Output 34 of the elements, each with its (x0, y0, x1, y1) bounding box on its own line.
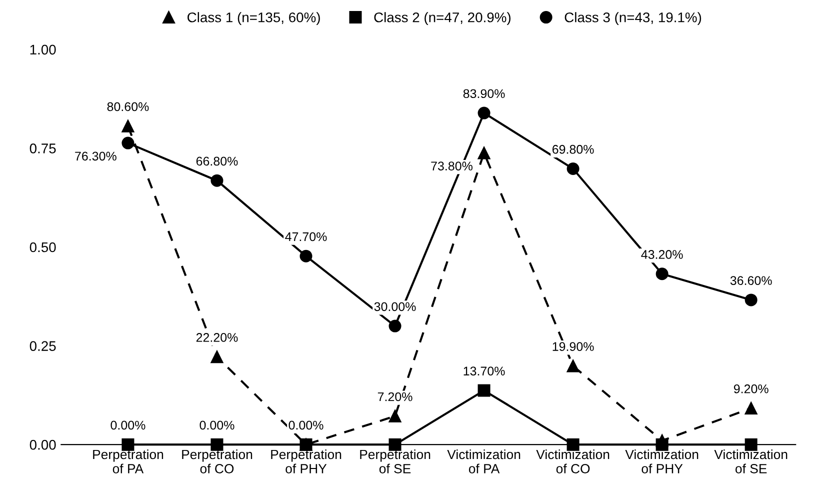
data-label: 0.00% (200, 420, 234, 430)
x-tick-label: Perpetration of PHY (271, 449, 342, 474)
data-label: 7.20% (378, 392, 412, 402)
data-label: 0.00% (110, 420, 146, 430)
y-tick-label: 0.00 (30, 440, 56, 450)
x-tick-label: Victimization of PA (447, 449, 520, 474)
x-tick-label: Perpetration of CO (182, 449, 252, 474)
y-tick-label: 0.50 (30, 242, 56, 252)
data-label: 66.80% (196, 156, 238, 166)
data-label: 73.80% (431, 162, 472, 170)
y-tick-label: 1.00 (30, 44, 56, 55)
data-label: 13.70% (464, 366, 505, 376)
data-label: 76.30% (75, 152, 116, 161)
data-label: 0.00% (288, 420, 324, 430)
data-label: 80.60% (107, 102, 149, 112)
legend-label: Class 2 (n=47, 20.9%) (374, 12, 510, 26)
legend-label: Class 1 (n=135, 60%) (188, 12, 320, 26)
legend-label: Class 3 (n=43, 19.1%) (564, 12, 702, 26)
data-label: 43.20% (641, 250, 683, 259)
data-label: 19.90% (552, 342, 594, 351)
data-label: 83.90% (463, 89, 505, 98)
x-tick-label: Victimization of CO (536, 449, 610, 474)
x-tick-label: Victimization of SE (714, 449, 788, 474)
y-tick-label: 0.75 (30, 144, 56, 154)
data-label: 9.20% (734, 384, 768, 394)
data-label: 30.00% (374, 302, 416, 312)
data-label: 36.60% (730, 276, 772, 285)
data-label: 69.80% (552, 144, 594, 154)
x-tick-label: Victimization of PHY (625, 449, 698, 474)
x-tick-label: Perpetration of SE (360, 449, 430, 474)
x-tick-label: Perpetration of PA (93, 449, 164, 474)
y-tick-label: 0.25 (30, 341, 56, 351)
data-label: 22.20% (196, 333, 238, 342)
data-label: 47.70% (285, 232, 327, 242)
